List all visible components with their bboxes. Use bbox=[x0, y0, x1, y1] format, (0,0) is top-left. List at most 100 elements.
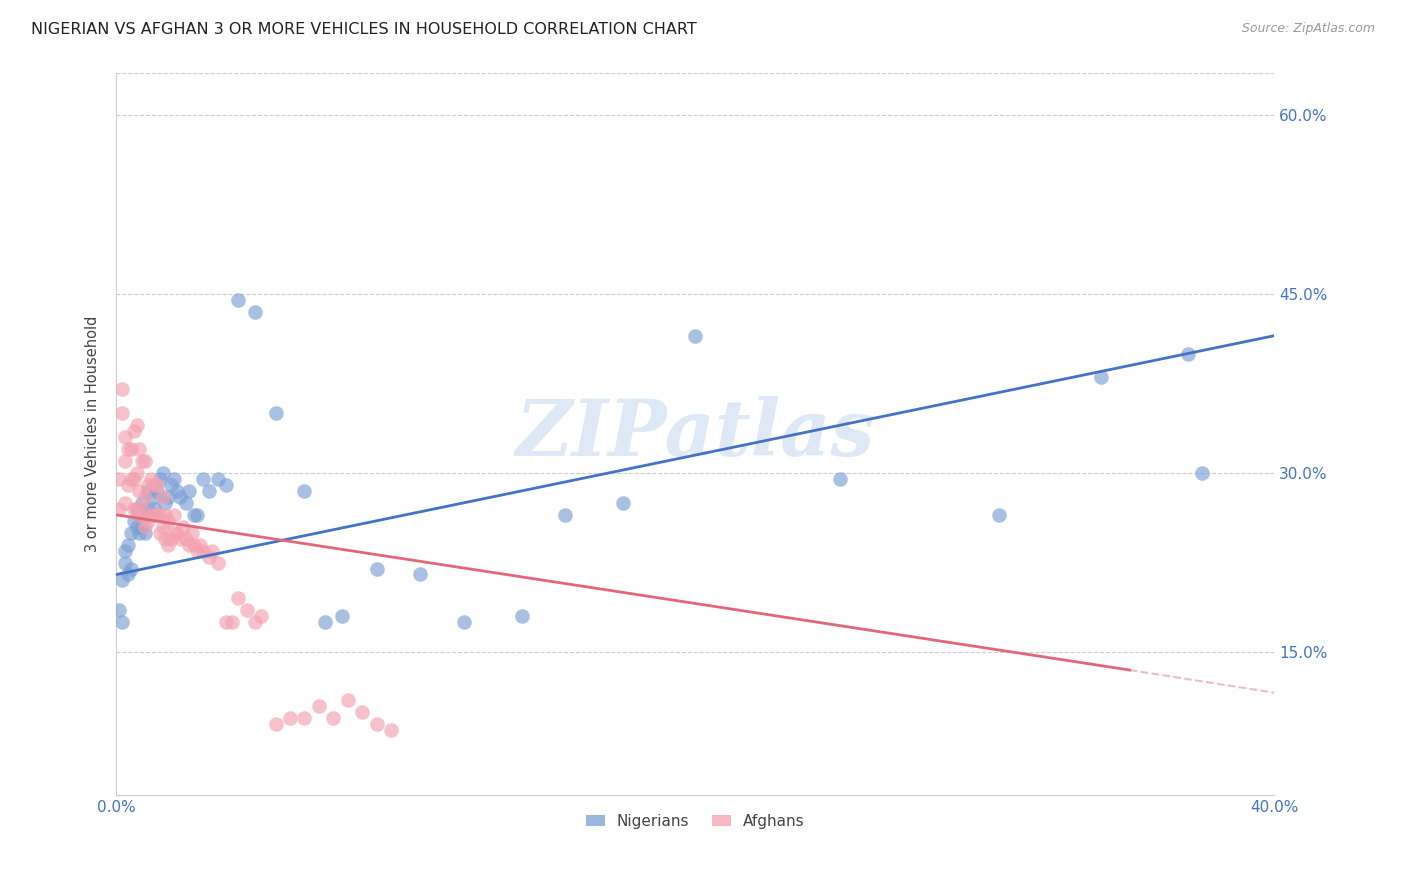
Point bbox=[157, 538, 180, 552]
Point bbox=[125, 418, 148, 433]
Point bbox=[157, 490, 180, 504]
Point bbox=[114, 543, 136, 558]
Point bbox=[294, 711, 316, 725]
Point bbox=[146, 483, 169, 498]
Point bbox=[352, 705, 374, 719]
Point bbox=[108, 501, 131, 516]
Point bbox=[128, 508, 150, 522]
Point bbox=[177, 483, 200, 498]
Point bbox=[226, 293, 249, 307]
Point bbox=[125, 501, 148, 516]
Point bbox=[207, 472, 229, 486]
Point bbox=[122, 472, 145, 486]
Point bbox=[111, 574, 134, 588]
Point bbox=[136, 483, 159, 498]
Point bbox=[221, 615, 243, 630]
Point bbox=[366, 716, 388, 731]
Point bbox=[134, 490, 156, 504]
Point bbox=[366, 561, 388, 575]
Point bbox=[510, 609, 533, 624]
Point bbox=[142, 490, 165, 504]
Point bbox=[139, 508, 162, 522]
Point bbox=[988, 508, 1011, 522]
Point bbox=[131, 501, 153, 516]
Point bbox=[245, 615, 267, 630]
Point bbox=[174, 532, 197, 546]
Point bbox=[180, 525, 202, 540]
Point bbox=[166, 483, 188, 498]
Point bbox=[120, 561, 142, 575]
Point bbox=[114, 556, 136, 570]
Point bbox=[131, 496, 153, 510]
Point bbox=[149, 472, 172, 486]
Point bbox=[322, 711, 344, 725]
Point bbox=[294, 483, 316, 498]
Point bbox=[177, 538, 200, 552]
Point bbox=[409, 567, 432, 582]
Point bbox=[188, 538, 211, 552]
Point bbox=[612, 496, 634, 510]
Point bbox=[155, 496, 177, 510]
Point bbox=[186, 543, 208, 558]
Point bbox=[1191, 466, 1213, 480]
Point bbox=[186, 508, 208, 522]
Point bbox=[134, 454, 156, 468]
Point bbox=[125, 501, 148, 516]
Point bbox=[134, 520, 156, 534]
Point bbox=[169, 532, 191, 546]
Point bbox=[155, 508, 177, 522]
Point bbox=[122, 501, 145, 516]
Point bbox=[136, 501, 159, 516]
Point bbox=[198, 483, 221, 498]
Point bbox=[264, 406, 287, 420]
Point bbox=[250, 609, 273, 624]
Point bbox=[142, 478, 165, 492]
Point bbox=[152, 466, 174, 480]
Point bbox=[120, 472, 142, 486]
Point bbox=[114, 496, 136, 510]
Point bbox=[142, 508, 165, 522]
Point bbox=[278, 711, 301, 725]
Point bbox=[1177, 346, 1199, 360]
Point bbox=[169, 490, 191, 504]
Point bbox=[191, 472, 214, 486]
Point bbox=[157, 514, 180, 528]
Point bbox=[174, 496, 197, 510]
Point bbox=[136, 514, 159, 528]
Point bbox=[235, 603, 257, 617]
Point bbox=[183, 538, 205, 552]
Point bbox=[128, 508, 150, 522]
Point bbox=[114, 430, 136, 444]
Point bbox=[146, 478, 169, 492]
Text: ZIPatlas: ZIPatlas bbox=[516, 396, 875, 473]
Point bbox=[120, 442, 142, 456]
Point bbox=[128, 483, 150, 498]
Point bbox=[117, 538, 139, 552]
Point bbox=[453, 615, 475, 630]
Point bbox=[201, 543, 224, 558]
Point bbox=[380, 723, 402, 737]
Point bbox=[198, 549, 221, 564]
Point bbox=[226, 591, 249, 606]
Point bbox=[152, 490, 174, 504]
Point bbox=[149, 508, 172, 522]
Point bbox=[245, 305, 267, 319]
Point bbox=[1090, 370, 1112, 384]
Point bbox=[215, 478, 238, 492]
Point bbox=[108, 603, 131, 617]
Point bbox=[108, 472, 131, 486]
Text: Source: ZipAtlas.com: Source: ZipAtlas.com bbox=[1241, 22, 1375, 36]
Point bbox=[146, 508, 169, 522]
Point bbox=[111, 615, 134, 630]
Point bbox=[128, 442, 150, 456]
Point bbox=[125, 520, 148, 534]
Text: NIGERIAN VS AFGHAN 3 OR MORE VEHICLES IN HOUSEHOLD CORRELATION CHART: NIGERIAN VS AFGHAN 3 OR MORE VEHICLES IN… bbox=[31, 22, 697, 37]
Point bbox=[122, 424, 145, 438]
Point bbox=[172, 520, 194, 534]
Point bbox=[166, 525, 188, 540]
Point bbox=[111, 406, 134, 420]
Point bbox=[139, 508, 162, 522]
Point bbox=[117, 442, 139, 456]
Point bbox=[128, 525, 150, 540]
Point bbox=[111, 383, 134, 397]
